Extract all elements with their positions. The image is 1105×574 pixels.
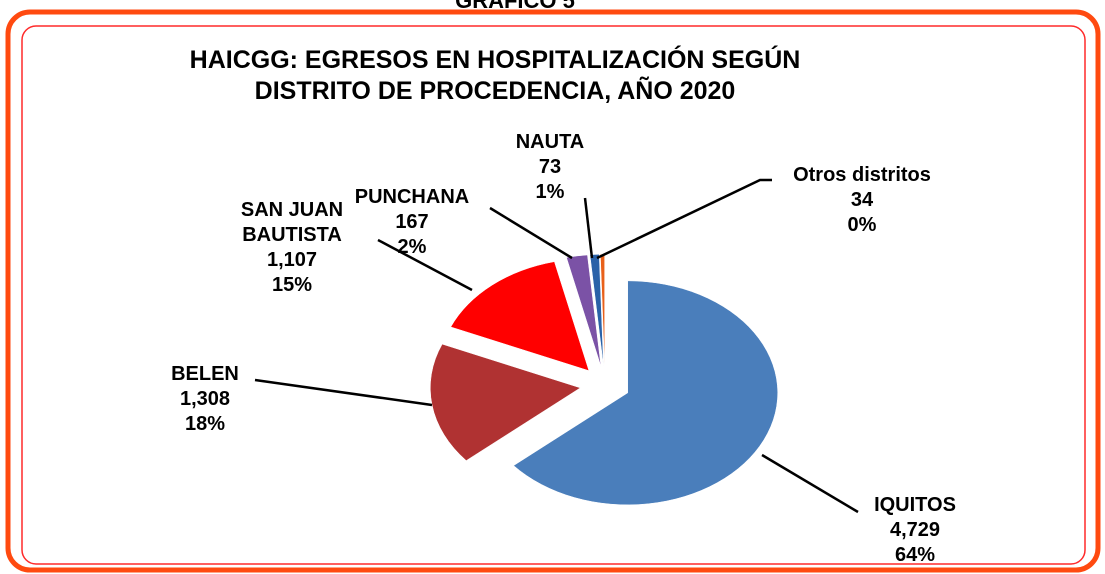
chart-title: HAICGG: EGRESOS EN HOSPITALIZACIÓN SEGÚN [189, 46, 801, 74]
value-label: 1,107 [266, 249, 318, 271]
value-label: 4,729 [889, 519, 941, 541]
category-label: NAUTA [515, 131, 585, 153]
percent-label: 0% [847, 214, 877, 236]
pie-slice [566, 254, 602, 367]
value-label: 167 [395, 211, 429, 233]
value-label: 34 [850, 189, 874, 211]
data-label: PUNCHANA 167 2% [317, 185, 507, 260]
value-label: 73 [538, 156, 562, 178]
outer-border [5, 9, 1101, 573]
percent-label: 1% [535, 181, 565, 203]
inner-border [21, 25, 1086, 565]
category-label: PUNCHANA [354, 186, 470, 208]
leader-line [377, 238, 473, 292]
value-label: 1,308 [179, 388, 231, 410]
leader-line [761, 453, 859, 514]
percent-label: 2% [397, 236, 427, 258]
leader-line [596, 178, 772, 260]
leader-line [583, 197, 594, 259]
category-label: Otros distritos [793, 164, 931, 186]
percent-label: 15% [271, 274, 313, 296]
category-label: IQUITOS [874, 494, 956, 516]
leader-line [489, 206, 573, 260]
data-label: IQUITOS 4,729 64% [820, 493, 1010, 568]
category-label: SAN JUAN BAUTISTA [240, 199, 344, 246]
percent-label: 18% [184, 413, 226, 435]
data-label: NAUTA 73 1% [455, 130, 645, 205]
leader-line [254, 378, 433, 407]
pie-slice [513, 280, 778, 506]
category-label: BELEN [171, 363, 239, 385]
percent-label: 64% [894, 544, 936, 566]
data-label: SAN JUAN BAUTISTA 1,107 15% [197, 198, 387, 298]
data-label: Otros distritos 34 0% [767, 163, 957, 238]
chart-title: DISTRITO DE PROCEDENCIA, AÑO 2020 [254, 77, 736, 105]
pie-slice [450, 261, 590, 372]
data-label: BELEN 1,308 18% [110, 362, 300, 437]
heading: GRAFICO 5 [455, 0, 575, 13]
pie-slice [430, 343, 581, 461]
pie-slice [589, 254, 604, 367]
